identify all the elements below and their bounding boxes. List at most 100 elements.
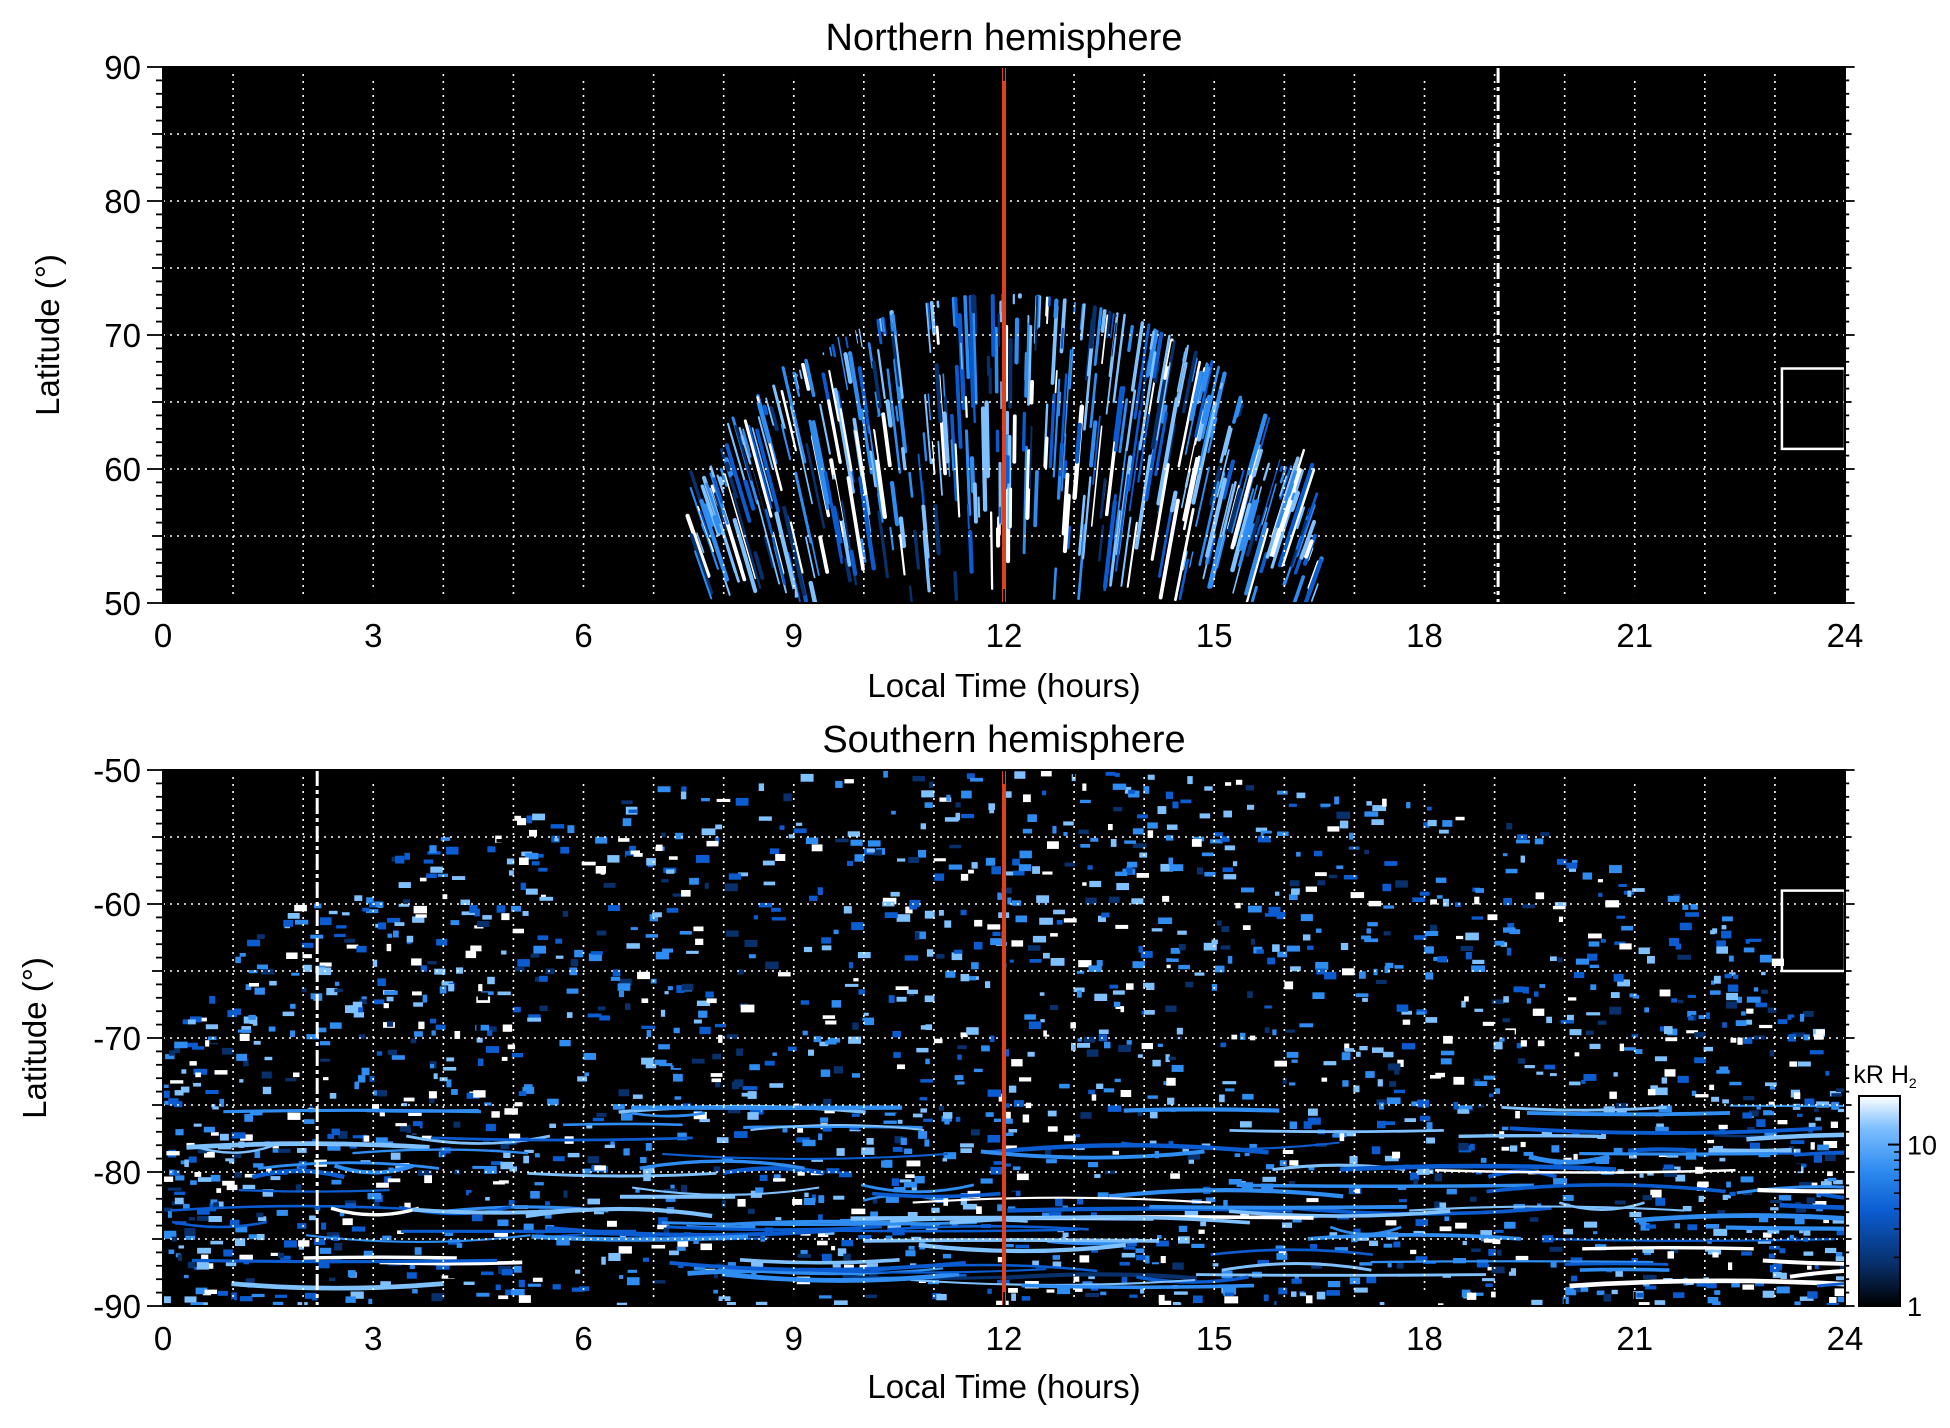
emission-pixel (755, 1187, 763, 1193)
emission-pixel (249, 983, 259, 987)
emission-pixel (1248, 906, 1262, 913)
emission-pixel (851, 922, 864, 930)
emission-pixel (1047, 1028, 1057, 1034)
emission-pixel (1516, 840, 1530, 844)
emission-pixel (1108, 1105, 1122, 1112)
emission-pixel (1342, 1080, 1348, 1087)
emission-pixel (567, 1012, 573, 1018)
emission-pixel (1397, 1005, 1409, 1012)
emission-pixel (551, 824, 564, 829)
emission-pixel (1614, 974, 1624, 982)
emission-pixel (451, 1089, 458, 1095)
emission-pixel (563, 911, 568, 917)
emission-streak (1058, 393, 1059, 415)
emission-pixel (870, 1212, 878, 1217)
emission-pixel (1047, 1289, 1055, 1292)
emission-pixel (658, 1044, 670, 1049)
emission-pixel (1770, 1200, 1781, 1203)
emission-pixel (619, 1246, 632, 1253)
emission-pixel (1742, 1112, 1751, 1118)
emission-pixel (832, 1000, 841, 1008)
emission-pixel (1225, 845, 1235, 850)
emission-streak (1016, 320, 1017, 363)
emission-pixel (1278, 1288, 1287, 1295)
emission-pixel (763, 861, 775, 866)
emission-pixel (220, 1134, 229, 1141)
emission-pixel (500, 1162, 513, 1169)
emission-pixel (693, 927, 703, 932)
emission-pixel (966, 1027, 979, 1035)
emission-pixel (497, 839, 509, 843)
emission-pixel (174, 1042, 187, 1049)
emission-pixel (1804, 1252, 1814, 1256)
emission-pixel (169, 1250, 175, 1255)
emission-pixel (1300, 1293, 1306, 1297)
emission-pixel (1828, 1178, 1837, 1181)
emission-pixel (798, 1254, 812, 1258)
emission-pixel (204, 1127, 215, 1133)
emission-pixel (197, 1262, 209, 1270)
emission-streak (991, 512, 992, 588)
emission-pixel (1380, 1302, 1385, 1305)
emission-pixel (519, 1280, 525, 1287)
emission-pixel (1633, 995, 1639, 999)
emission-pixel (414, 1031, 423, 1037)
emission-pixel (1726, 993, 1738, 1000)
colorbar: kR H2 110 (1853, 1061, 1937, 1322)
emission-pixel (1504, 1030, 1515, 1037)
emission-pixel (320, 917, 332, 925)
emission-pixel (395, 1123, 407, 1126)
emission-pixel (1245, 1153, 1250, 1156)
emission-pixel (647, 1030, 652, 1037)
emission-arc (1582, 1248, 1754, 1249)
emission-pixel (1077, 1199, 1083, 1205)
emission-pixel (1604, 1294, 1612, 1302)
emission-pixel (1647, 956, 1655, 964)
emission-pixel (1094, 1174, 1100, 1178)
emission-pixel (629, 810, 637, 814)
emission-pixel (1028, 1052, 1035, 1057)
emission-pixel (696, 855, 710, 863)
emission-pixel (290, 1004, 296, 1009)
emission-pixel (1383, 1121, 1396, 1125)
emission-pixel (1507, 948, 1511, 956)
emission-pixel (452, 876, 465, 880)
emission-pixel (323, 1077, 329, 1080)
emission-pixel (957, 1081, 964, 1084)
emission-pixel (1521, 922, 1528, 926)
emission-pixel (943, 1198, 948, 1206)
emission-pixel (1454, 1102, 1459, 1110)
emission-pixel (344, 939, 355, 943)
emission-pixel (215, 1161, 229, 1169)
emission-pixel (1047, 813, 1057, 817)
emission-pixel (1372, 1146, 1381, 1154)
emission-pixel (1747, 997, 1761, 1003)
emission-pixel (1675, 1223, 1681, 1228)
emission-pixel (1470, 1197, 1477, 1202)
emission-pixel (1713, 1229, 1727, 1236)
emission-pixel (1178, 965, 1190, 969)
southern-y-tick-label: -50 (93, 752, 141, 789)
emission-pixel (1566, 1290, 1576, 1296)
emission-pixel (989, 810, 994, 814)
emission-pixel (1461, 1001, 1465, 1008)
emission-pixel (334, 934, 346, 937)
emission-arc (1149, 1207, 1407, 1208)
emission-pixel (1550, 1247, 1563, 1252)
emission-pixel (519, 1295, 531, 1303)
emission-pixel (1005, 1119, 1012, 1124)
emission-pixel (885, 1113, 897, 1116)
emission-pixel (354, 895, 362, 901)
emission-streak (727, 464, 729, 470)
emission-pixel (823, 1099, 831, 1106)
emission-streak (1045, 438, 1046, 467)
emission-pixel (1167, 965, 1171, 969)
emission-pixel (1317, 1292, 1326, 1300)
emission-pixel (818, 1133, 822, 1140)
emission-pixel (526, 889, 538, 895)
emission-pixel (296, 1184, 302, 1191)
emission-pixel (669, 1251, 679, 1256)
emission-pixel (698, 1046, 708, 1050)
emission-pixel (1159, 1295, 1165, 1303)
emission-streak (1176, 347, 1177, 351)
